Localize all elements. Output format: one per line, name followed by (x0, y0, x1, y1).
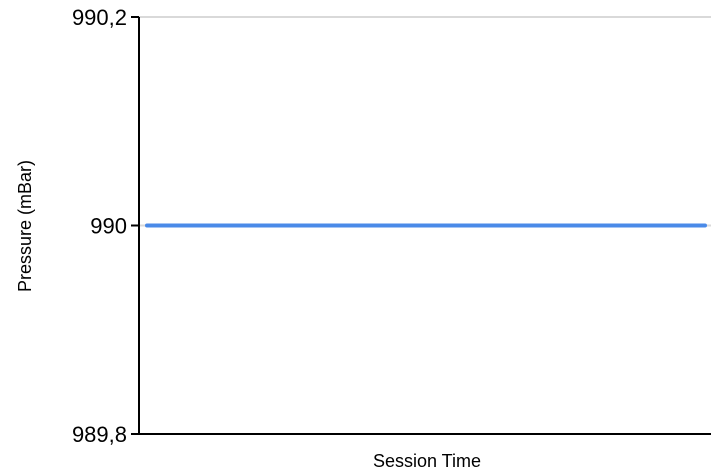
y-tick-label-1: 990 (90, 214, 127, 239)
y-tick-label-2: 990,2 (72, 5, 127, 30)
y-tick-label-0: 989,8 (72, 422, 127, 447)
axes (131, 16, 711, 435)
y-tick-labels: 989,8 990 990,2 (72, 5, 127, 447)
x-axis-title: Session Time (373, 451, 481, 471)
y-axis-title: Pressure (mBar) (15, 160, 35, 292)
